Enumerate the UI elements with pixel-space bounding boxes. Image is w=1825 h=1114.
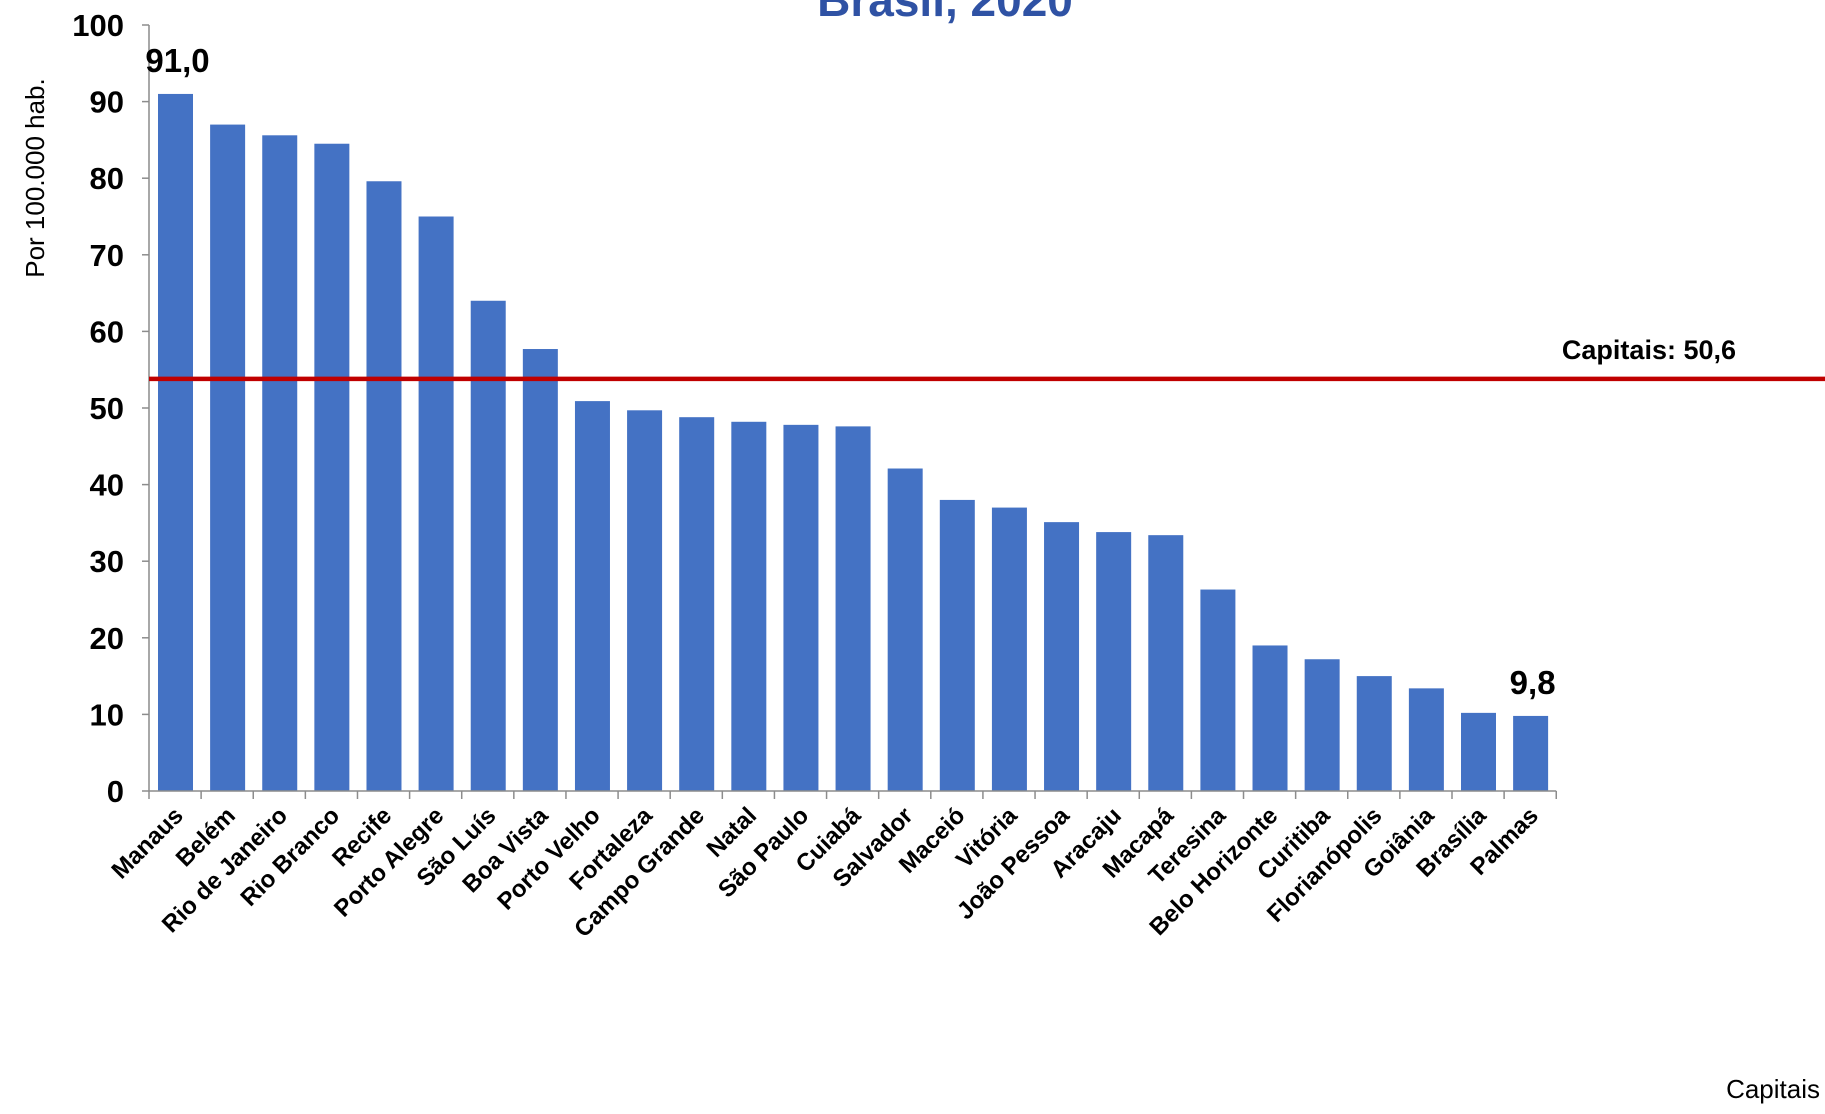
y-tick-label: 90 <box>90 85 124 120</box>
bar <box>1252 645 1288 791</box>
y-tick-label: 50 <box>90 391 124 426</box>
y-tick-label: 100 <box>72 8 124 43</box>
bar <box>1148 535 1184 791</box>
y-tick-label: 0 <box>107 774 124 809</box>
bar <box>835 426 871 791</box>
bar <box>314 143 350 792</box>
bar <box>627 410 663 791</box>
bar <box>1461 712 1496 791</box>
bar <box>210 124 246 791</box>
bar <box>262 135 298 792</box>
bar <box>887 468 923 791</box>
bar <box>418 216 454 791</box>
y-tick-label: 10 <box>90 697 124 732</box>
y-tick-label: 60 <box>90 314 124 349</box>
bar <box>1200 589 1236 791</box>
y-tick-label: 20 <box>90 621 124 656</box>
bar <box>1356 676 1392 791</box>
bar <box>731 421 767 791</box>
y-tick-label: 30 <box>90 544 124 579</box>
bar <box>679 417 715 791</box>
data-labels: 91,0 9,8 <box>145 42 1555 701</box>
bar <box>1096 532 1132 791</box>
data-label: 9,8 <box>1510 664 1556 701</box>
bar <box>991 507 1027 791</box>
bar <box>158 93 193 791</box>
y-tick-label: 70 <box>90 238 124 273</box>
y-axis: 0 10 20 30 40 50 60 70 80 90 100 <box>72 8 150 809</box>
y-tick-label: 40 <box>90 468 124 503</box>
bar <box>939 499 975 791</box>
x-axis-title: Capitais <box>1726 1074 1820 1104</box>
bar <box>1044 522 1080 791</box>
chart-title: Brasil, 2020 <box>817 0 1073 26</box>
bar <box>366 181 402 791</box>
reference-line-group: Capitais: 50,6 <box>149 335 1825 382</box>
bar <box>574 401 610 791</box>
y-axis-title: Por 100.000 hab. <box>20 78 50 278</box>
reference-line-label: Capitais: 50,6 <box>1562 335 1736 365</box>
bar <box>470 300 506 791</box>
x-tick-label: Manaus <box>106 802 188 884</box>
bar <box>1408 688 1444 791</box>
bar <box>783 424 819 791</box>
bar <box>522 349 558 791</box>
y-tick-label: 80 <box>90 161 124 196</box>
bar <box>1513 715 1549 791</box>
data-label: 91,0 <box>145 42 209 79</box>
bar <box>1304 659 1340 791</box>
bars <box>158 93 1549 792</box>
